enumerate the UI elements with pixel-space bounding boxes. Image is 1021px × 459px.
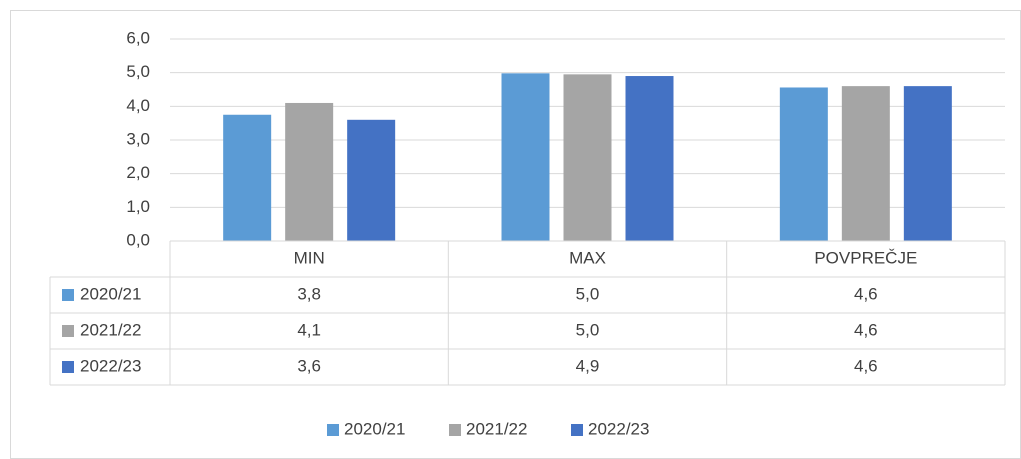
x-tick-label: POVPREČJE [814,248,917,267]
bar [347,119,396,241]
y-tick-label: 3,0 [126,129,150,148]
bar [625,76,674,242]
bar [841,86,890,241]
y-tick-label: 0,0 [126,230,150,249]
table-legend-key [62,325,74,337]
table-row-label: 2022/23 [80,356,141,375]
table-legend-key [62,361,74,373]
y-tick-label: 6,0 [126,28,150,47]
legend-label: 2022/23 [588,419,649,438]
x-tick-label: MIN [294,248,325,267]
data-label: 4,1 [297,320,321,339]
legend-key [571,424,583,436]
data-label: 4,9 [576,356,600,375]
table-row-label: 2020/21 [80,284,141,303]
bar [563,74,612,241]
bar [501,73,550,241]
y-tick-label: 1,0 [126,197,150,216]
bar [779,87,828,241]
table-row-label: 2021/22 [80,320,141,339]
legend-label: 2020/21 [344,419,405,438]
data-label: 4,6 [854,320,878,339]
bar [285,102,334,241]
data-label: 4,6 [854,284,878,303]
legend-key [449,424,461,436]
y-tick-label: 2,0 [126,163,150,182]
bar [903,86,952,241]
data-label: 3,6 [297,356,321,375]
data-label: 3,8 [297,284,321,303]
data-label: 5,0 [576,320,600,339]
data-label: 5,0 [576,284,600,303]
bar [223,114,272,241]
table-legend-key [62,289,74,301]
data-label: 4,6 [854,356,878,375]
x-tick-label: MAX [569,248,606,267]
legend-key [327,424,339,436]
y-tick-label: 5,0 [126,62,150,81]
y-tick-label: 4,0 [126,96,150,115]
legend-label: 2021/22 [466,419,527,438]
